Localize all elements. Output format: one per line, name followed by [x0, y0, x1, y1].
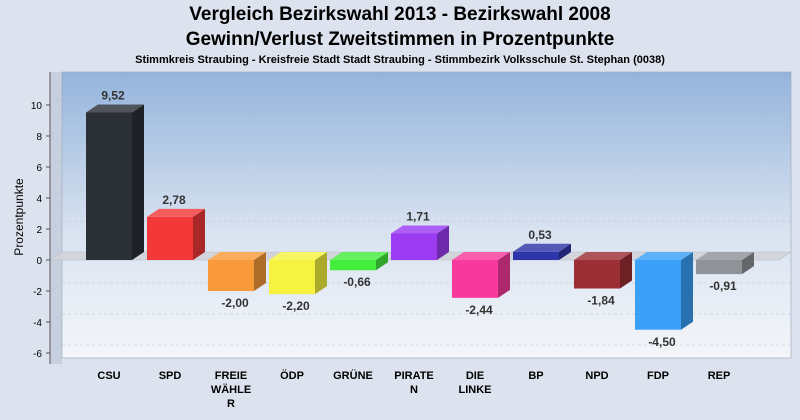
data-label: -2,44 [465, 303, 493, 317]
bar-top [391, 225, 449, 234]
x-tick-label: PIRATE [394, 370, 434, 382]
x-tick-label: N [410, 384, 418, 396]
x-tick-label: GRÜNE [333, 369, 373, 382]
gridline-side [49, 158, 63, 168]
y-tick-label: 0 [36, 256, 42, 267]
bar-side [437, 225, 449, 260]
bar-top [147, 208, 205, 217]
data-label: 9,52 [101, 88, 125, 102]
bar [330, 252, 388, 271]
bar-front [696, 260, 742, 275]
x-tick-label: DIE [466, 370, 484, 382]
x-tick-label: ÖDP [280, 369, 304, 382]
bar-front [269, 260, 315, 295]
data-label: -0,91 [709, 279, 737, 293]
data-label: -1,84 [587, 294, 615, 308]
gridline-side [49, 282, 63, 292]
bar-top [696, 252, 754, 260]
data-label: 1,71 [406, 209, 430, 223]
bar-top [635, 252, 693, 260]
bar-front [208, 260, 254, 291]
bar-side [193, 208, 205, 260]
bar [391, 225, 449, 260]
x-tick-label: R [227, 398, 235, 410]
bar-side [498, 252, 510, 298]
bar [269, 252, 327, 295]
data-label: 2,78 [162, 193, 186, 207]
bar-side [254, 252, 266, 291]
x-tick-label: WÄHLE [211, 383, 251, 396]
x-tick-label: BP [528, 370, 543, 382]
x-tick-label: SPD [159, 370, 182, 382]
y-tick-label: 2 [36, 225, 42, 236]
data-label: 0,53 [528, 228, 552, 242]
data-label: -2,20 [282, 299, 310, 313]
bar-top [513, 243, 571, 252]
gridline-side [49, 313, 63, 323]
bar [86, 104, 144, 260]
bar [513, 243, 571, 260]
gridline-side [49, 344, 63, 354]
x-tick-label: CSU [97, 370, 120, 382]
bar-front [452, 260, 498, 298]
data-label: -4,50 [648, 335, 676, 349]
bar-top [86, 104, 144, 113]
x-tick-label: LINKE [459, 384, 492, 396]
y-tick-label: 6 [36, 163, 42, 174]
bar-front [513, 251, 559, 260]
bar-side [376, 252, 388, 271]
bar-side [559, 243, 571, 260]
bar-front [574, 260, 620, 289]
bar [574, 252, 632, 289]
bar-side [315, 252, 327, 295]
bar-side [742, 252, 754, 275]
data-label: -0,66 [343, 275, 371, 289]
bar-top [452, 252, 510, 260]
bar [635, 252, 693, 330]
y-axis-label: Prozentpunkte [12, 178, 26, 256]
chart-caption: Stimmkreis Straubing - Kreisfreie Stadt … [135, 54, 665, 66]
bar [147, 208, 205, 260]
bar-front [330, 260, 376, 271]
x-tick-label: FDP [647, 370, 669, 382]
plot-side-wall [50, 72, 62, 364]
bar-side [132, 104, 144, 260]
bar [208, 252, 266, 291]
y-tick-label: -6 [33, 349, 42, 360]
y-tick-label: 8 [36, 132, 42, 143]
x-tick-label: REP [708, 370, 731, 382]
gridline-side [49, 220, 63, 230]
x-tick-label: FREIE [215, 370, 247, 382]
bar-front [391, 233, 437, 260]
y-tick-label: -4 [33, 318, 42, 329]
bar-front [147, 216, 193, 260]
bar [452, 252, 510, 298]
chart-subtitle: Gewinn/Verlust Zweitstimmen in Prozentpu… [185, 29, 615, 50]
gridline-side [49, 96, 63, 106]
gridline-side [49, 127, 63, 137]
bar-side [681, 252, 693, 330]
x-tick-label: NPD [585, 370, 608, 382]
bar-top [574, 252, 632, 260]
bar-front [635, 260, 681, 330]
bar [696, 252, 754, 275]
y-tick-label: 4 [36, 194, 42, 205]
bar-top [269, 252, 327, 260]
bar-top [330, 252, 388, 260]
bar-front [86, 112, 132, 260]
y-tick-label: -2 [33, 287, 42, 298]
bar-side [620, 252, 632, 289]
data-label: -2,00 [221, 296, 249, 310]
chart-title: Vergleich Bezirkswahl 2013 - Bezirkswahl… [189, 4, 611, 25]
gridline-side [49, 189, 63, 199]
y-tick-label: 10 [31, 101, 43, 112]
bar-top [208, 252, 266, 260]
